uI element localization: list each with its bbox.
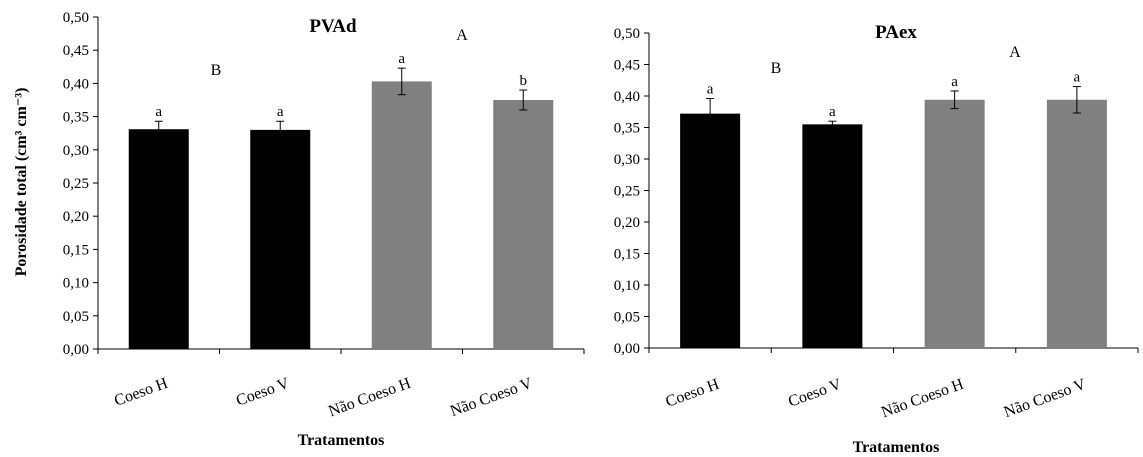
chart-paex: PAex Tratamentos B A 0,00 0,05 0,10 0,15 0,2… — [614, 22, 1139, 456]
y-tick-label: 0,50 — [63, 10, 89, 26]
chart-pvad: PVAd Tratamentos B A 0,00 0,05 0,10 0,15 0,2… — [63, 10, 585, 449]
x-tick-label: Coeso V — [234, 375, 292, 410]
bar — [493, 100, 554, 349]
significance-letter: a — [1074, 70, 1081, 86]
y-tick-label: 0,45 — [63, 43, 89, 59]
x-axis-title: Tratamentos — [853, 439, 940, 456]
chart-title: PAex — [875, 22, 917, 43]
x-tick-label: Coeso H — [663, 376, 721, 411]
y-tick-label: 0,30 — [63, 143, 89, 159]
y-tick-label: 0,00 — [614, 341, 640, 357]
y-tick-label: 0,30 — [614, 152, 640, 168]
y-axis-title: Porosidade total (cm³ cm⁻³) — [13, 88, 30, 277]
significance-letter: a — [951, 74, 958, 90]
significance-letter: a — [829, 104, 836, 120]
x-tick-label: Não Coeso H — [326, 375, 413, 421]
bar — [1046, 99, 1107, 348]
y-tick-label: 0,05 — [614, 310, 640, 326]
x-tick-label: Não Coeso H — [879, 376, 966, 422]
y-tick-label: 0,35 — [63, 110, 89, 126]
group-letter-coeso: B — [771, 60, 782, 77]
chart-title: PVAd — [309, 16, 357, 37]
x-tick-label: Coeso H — [112, 375, 170, 410]
y-tick-label: 0,15 — [63, 242, 89, 258]
y-tick-label: 0,10 — [63, 276, 89, 292]
y-tick-label: 0,25 — [63, 176, 89, 192]
x-tick-label: Não Coeso V — [1002, 376, 1089, 422]
significance-letter: b — [520, 73, 528, 89]
bar — [924, 99, 985, 348]
significance-letter: a — [398, 51, 405, 67]
y-tick-label: 0,15 — [614, 247, 640, 263]
significance-letter: a — [707, 82, 714, 98]
significance-letter: a — [155, 104, 162, 120]
y-tick-label: 0,40 — [614, 89, 640, 105]
y-tick-label: 0,35 — [614, 121, 640, 137]
y-tick-label: 0,10 — [614, 278, 640, 294]
significance-letter: a — [277, 104, 284, 120]
bar — [680, 113, 741, 348]
bar — [128, 129, 189, 349]
y-tick-label: 0,20 — [614, 215, 640, 231]
y-tick-label: 0,20 — [63, 209, 89, 225]
y-tick-label: 0,00 — [63, 342, 89, 358]
bar — [250, 129, 311, 349]
group-letter-nao-coeso: A — [1009, 44, 1021, 61]
bar — [802, 124, 863, 348]
group-letter-coeso: B — [211, 62, 222, 79]
x-tick-label: Coeso V — [786, 376, 844, 411]
bar — [371, 81, 432, 350]
y-tick-label: 0,05 — [63, 309, 89, 325]
x-tick-label: Não Coeso V — [448, 375, 535, 421]
y-tick-label: 0,50 — [614, 26, 640, 42]
y-tick-label: 0,25 — [614, 184, 640, 200]
y-tick-label: 0,45 — [614, 58, 640, 74]
x-axis-title: Tratamentos — [298, 432, 385, 449]
y-tick-label: 0,40 — [63, 76, 89, 92]
group-letter-nao-coeso: A — [456, 27, 468, 44]
